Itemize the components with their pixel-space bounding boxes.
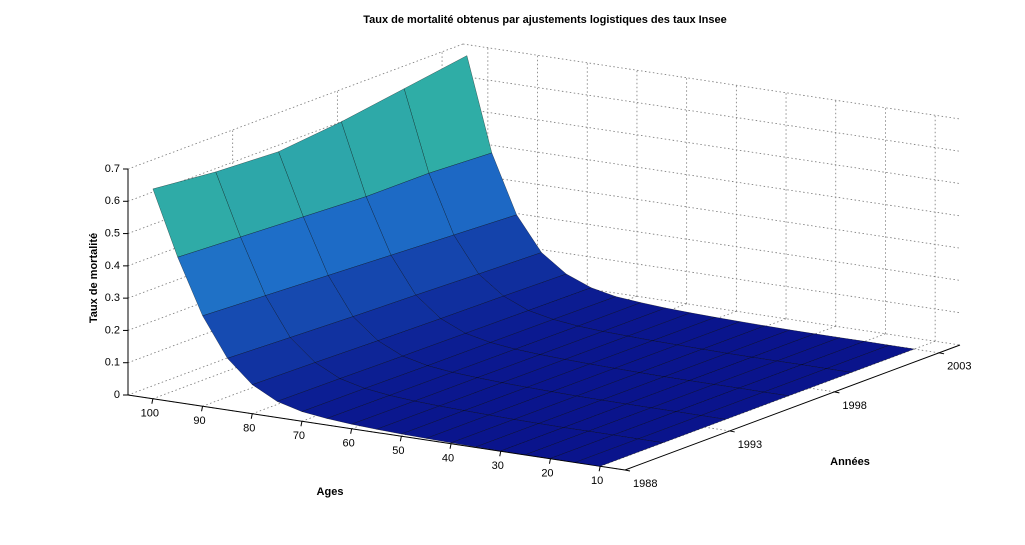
x-tick-label: 50 — [392, 445, 404, 457]
y-tick — [624, 469, 631, 472]
x-tick — [598, 466, 601, 472]
x-tick-label: 30 — [492, 460, 504, 472]
y-axis — [624, 344, 961, 471]
y-tick — [834, 391, 840, 394]
chart-title: Taux de mortalité obtenus par ajustement… — [363, 14, 727, 26]
z-tick-label: 0.1 — [105, 357, 120, 369]
x-tick-label: 90 — [193, 415, 205, 427]
z-tick-label: 0.5 — [105, 227, 120, 239]
x-tick — [250, 413, 253, 419]
z-tick-label: 0.4 — [105, 260, 120, 272]
x-tick — [201, 406, 204, 412]
x-tick — [300, 421, 303, 427]
x-tick-label: 40 — [442, 453, 454, 465]
z-tick-label: 0.7 — [105, 163, 120, 175]
z-tick-label: 0 — [114, 389, 120, 401]
y-tick-label: 2003 — [947, 361, 971, 373]
x-tick-label: 20 — [541, 468, 553, 480]
z-tick-label: 0.6 — [105, 195, 120, 207]
surface-patch — [574, 438, 664, 467]
y-tick — [729, 430, 735, 433]
y-axis-label: Années — [830, 456, 870, 468]
z-axis-label: Taux de mortalité — [88, 233, 100, 323]
y-tick-label: 1993 — [738, 439, 762, 451]
x-tick-label: 70 — [293, 430, 305, 442]
x-tick — [350, 428, 353, 434]
y-tick-label: 1998 — [842, 400, 866, 412]
y-tick-label: 1988 — [633, 478, 657, 490]
x-tick — [151, 398, 154, 404]
x-tick — [499, 451, 502, 457]
x-tick-label: 80 — [243, 423, 255, 435]
x-tick-label: 10 — [591, 475, 603, 487]
x-tick-label: 100 — [141, 408, 159, 420]
y-tick — [938, 352, 945, 355]
x-tick-label: 60 — [343, 438, 355, 450]
z-tick-label: 0.2 — [105, 324, 120, 336]
z-tick-label: 0.3 — [105, 292, 120, 304]
x-tick — [548, 458, 551, 464]
x-axis-label: Ages — [317, 486, 344, 498]
x-tick — [399, 436, 402, 442]
x-axis — [127, 394, 626, 471]
x-tick — [449, 443, 452, 449]
